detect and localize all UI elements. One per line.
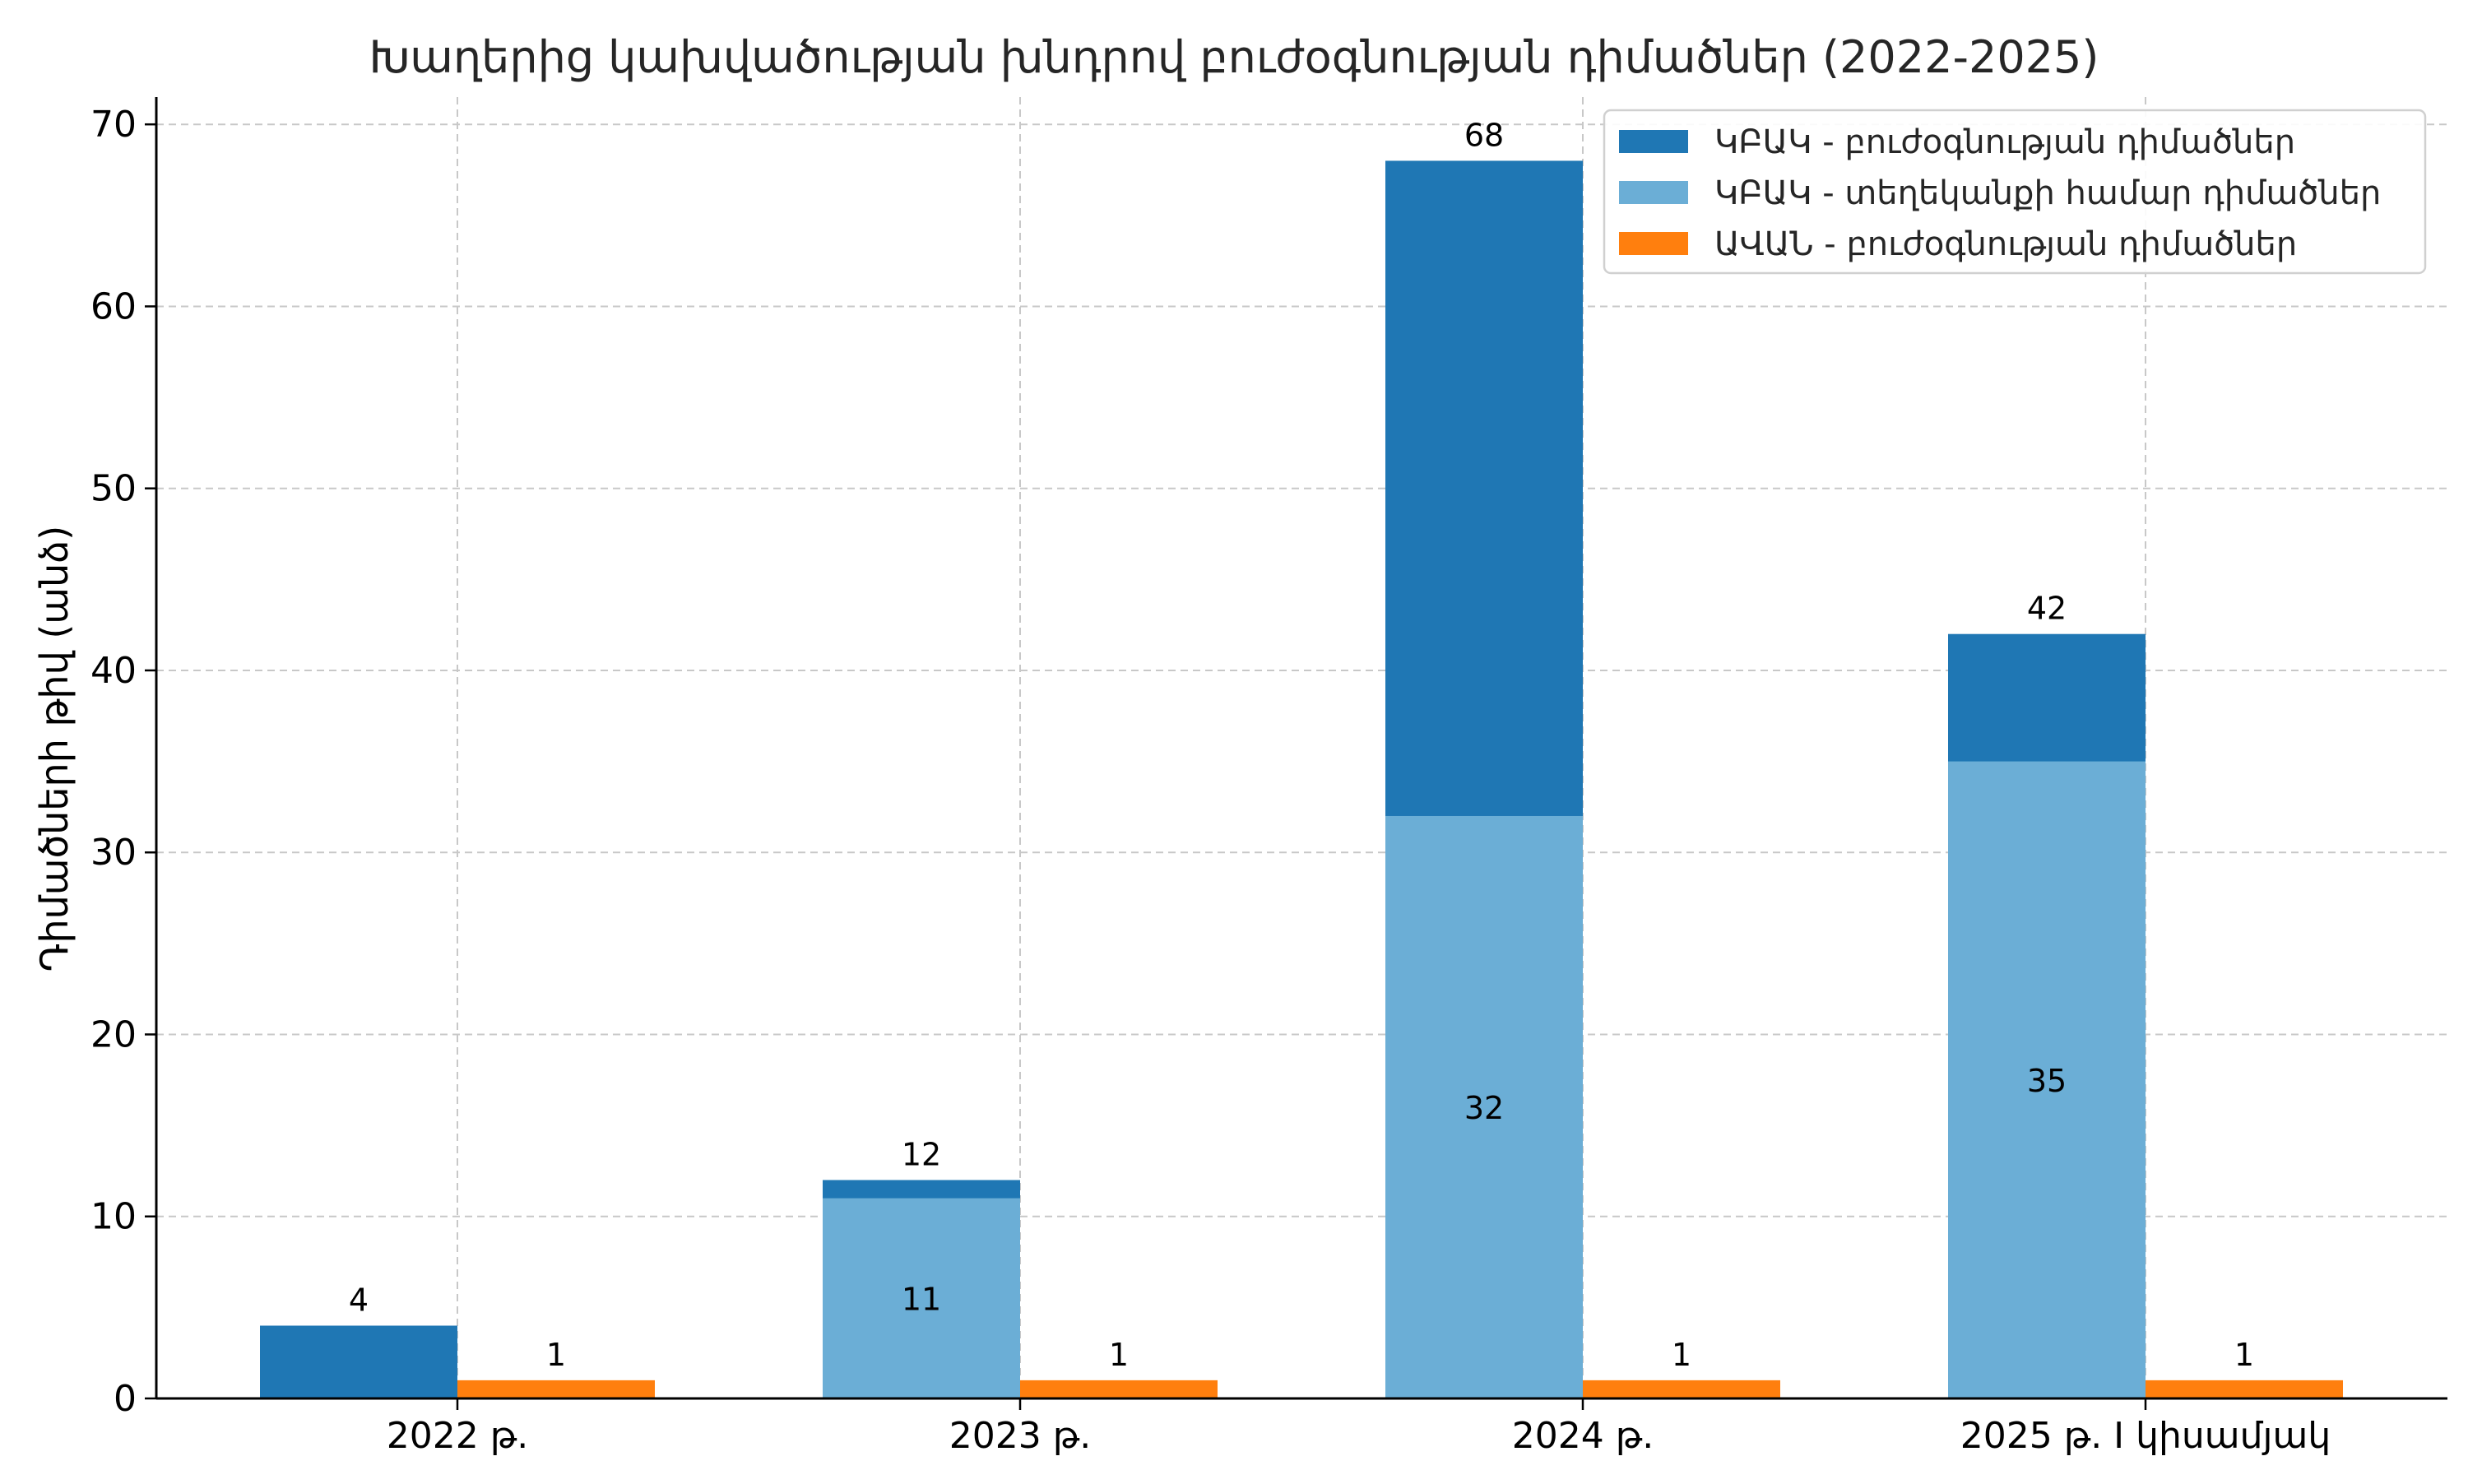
y-tick-label: 70: [90, 104, 137, 146]
chart-title: Խաղերից կախվածության խնդրով բուժօգնությա…: [369, 31, 2099, 83]
bar-avan-treatment: [1583, 1380, 1780, 1398]
x-tick-label: 2025 թ. I կիսամյակ: [1960, 1415, 2331, 1457]
x-tick-label: 2022 թ.: [387, 1415, 528, 1457]
bar-kbak-certificate: [1385, 815, 1583, 1398]
legend-label: ԿԲԱԿ - տեղեկանքի համար դիմածներ: [1714, 174, 2381, 212]
data-label-kbak-total: 12: [902, 1136, 941, 1172]
x-tick-label: 2024 թ.: [1512, 1415, 1654, 1457]
bar-avan-treatment: [457, 1380, 655, 1398]
legend-label: ԿԲԱԿ - բուժօգնության դիմածներ: [1714, 123, 2295, 161]
data-label-kbak-certificate: 32: [1464, 1090, 1504, 1126]
bar-avan-treatment: [1020, 1380, 1218, 1398]
bar-avan-treatment: [2146, 1380, 2343, 1398]
y-tick-label: 30: [90, 832, 137, 874]
data-label-kbak-total: 42: [2027, 591, 2067, 627]
bar-kbak-certificate: [1948, 761, 2146, 1398]
y-tick-label: 50: [90, 468, 137, 510]
axes: 0 10 20 30 40 50 60 70 2022 թ. 2023 թ. 2024 թ. 2025…: [90, 97, 2447, 1457]
bar-kbak-treatment: [260, 1325, 457, 1398]
data-label-kbak-total: 4: [349, 1282, 369, 1318]
x-tick-label: 2023 թ.: [949, 1415, 1091, 1457]
bars: [260, 160, 2343, 1399]
y-axis-label: Դիմածների թիվ (անձ): [32, 526, 77, 972]
y-tick-label: 10: [90, 1196, 137, 1238]
data-label-kbak-certificate: 35: [2027, 1063, 2067, 1099]
data-label-avan: 1: [1672, 1337, 1691, 1373]
y-tick-label: 60: [90, 285, 137, 327]
legend: ԿԲԱԿ - բուժօգնության դիմածներ ԿԲԱԿ - տեղե…: [1603, 109, 2427, 275]
legend-box: [1603, 109, 2427, 275]
legend-swatch: [1619, 232, 1688, 255]
data-label-kbak-certificate: 11: [902, 1281, 941, 1317]
y-tick-label: 0: [114, 1378, 137, 1420]
legend-label: ԱՎԱՆ - բուժօգնության դիմածներ: [1714, 225, 2297, 263]
data-label-avan: 1: [546, 1337, 566, 1373]
legend-swatch: [1619, 130, 1688, 153]
legend-swatch: [1619, 181, 1688, 204]
data-label-avan: 1: [1109, 1337, 1129, 1373]
y-tick-label: 20: [90, 1013, 137, 1055]
data-label-kbak-total: 68: [1464, 117, 1504, 153]
data-label-avan: 1: [2234, 1337, 2254, 1373]
y-tick-label: 40: [90, 650, 137, 692]
bar-kbak-certificate: [823, 1198, 1020, 1398]
